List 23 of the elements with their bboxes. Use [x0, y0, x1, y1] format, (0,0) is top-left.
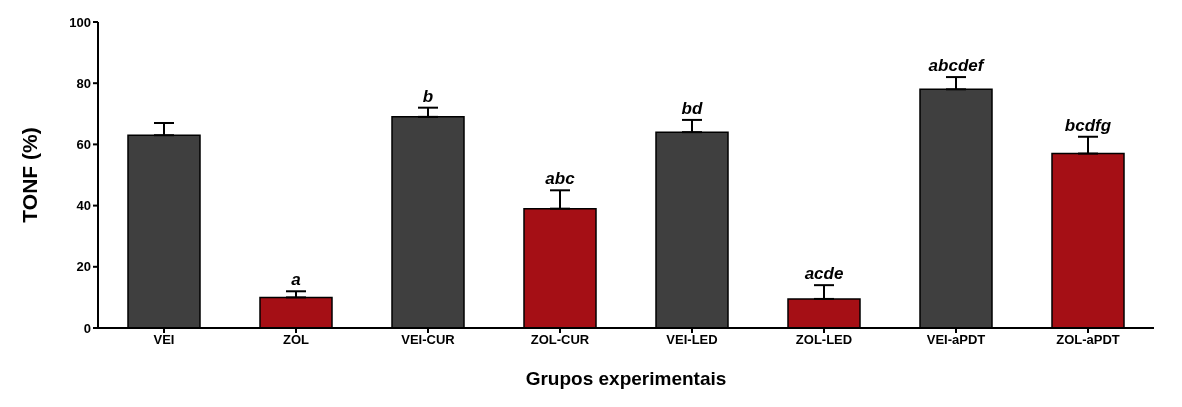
- x-tick-label: VEI-LED: [666, 332, 718, 348]
- x-tick-label: ZOL-LED: [795, 332, 853, 348]
- annotation: b: [422, 86, 434, 106]
- annotation: acde: [804, 264, 844, 284]
- annotation: abcdef: [928, 56, 986, 76]
- x-axis-title: Grupos experimentais: [525, 368, 727, 390]
- x-tick-label: VEI: [153, 332, 175, 348]
- annotation: bd: [681, 98, 703, 118]
- y-tick-label: 0: [83, 320, 91, 336]
- y-tick-label: 40: [76, 198, 91, 214]
- y-tick-label: 60: [76, 137, 91, 153]
- x-tick-label: ZOL: [283, 332, 310, 348]
- y-tick-label: 80: [76, 75, 91, 91]
- x-tick-label: ZOL-aPDT: [1056, 332, 1120, 348]
- annotation: abc: [545, 169, 576, 189]
- annotation: a: [291, 270, 301, 290]
- annotation: bcdfg: [1064, 115, 1112, 135]
- y-tick-label: 100: [69, 14, 91, 30]
- x-tick-label: VEI-aPDT: [926, 332, 986, 348]
- x-tick-label: ZOL-CUR: [530, 332, 590, 348]
- y-tick-label: 20: [76, 259, 91, 275]
- x-tick-label: VEI-CUR: [401, 332, 456, 348]
- y-axis-title: TONF (%): [18, 127, 42, 223]
